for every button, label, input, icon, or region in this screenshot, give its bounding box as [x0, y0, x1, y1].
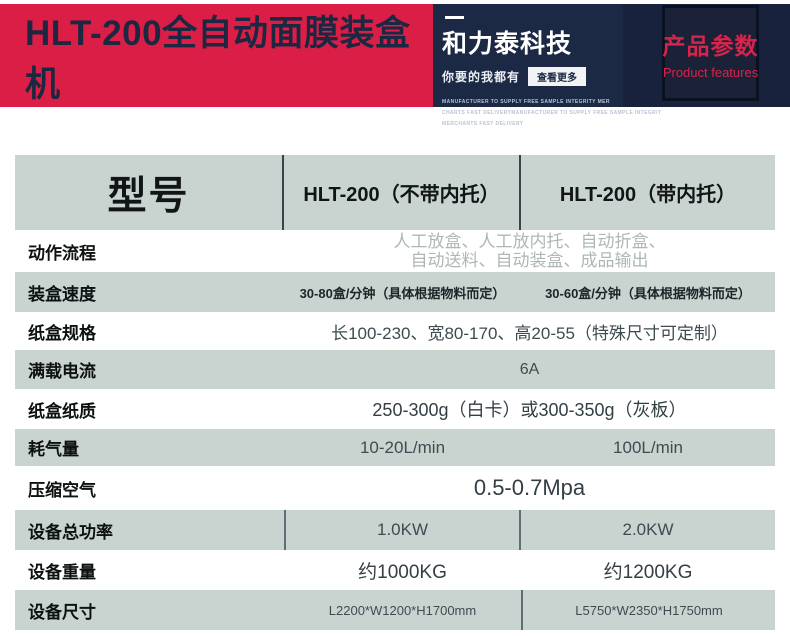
header-col-without-tray: HLT-200（不带内托） — [284, 155, 521, 230]
table-row: 纸盒规格 长100-230、宽80-170、高20-55（特殊尺寸可定制） — [15, 312, 775, 350]
row-value-span: 人工放盒、人工放内托、自动折盒、 自动送料、自动装盒、成品输出 — [284, 230, 775, 272]
row-label: 耗气量 — [28, 440, 79, 459]
row-value-line: 自动送料、自动装盒、成品输出 — [410, 251, 649, 270]
row-label: 压缩空气 — [28, 480, 96, 500]
brand-small-print: MANUFACTURER TO SUPPLY FREE SAMPLE INTEG… — [442, 97, 662, 130]
brand-tagline: 你要的我都有 — [442, 70, 521, 84]
row-value-span: 长100-230、宽80-170、高20-55（特殊尺寸可定制） — [331, 323, 728, 343]
view-more-button[interactable]: 查看更多 — [528, 67, 587, 86]
row-value-col2: 30-60盒/分钟（具体根据物料而定） — [545, 285, 751, 301]
product-features-badge: 产品参数 Product features — [662, 5, 759, 101]
row-value-span: 6A — [519, 360, 540, 378]
row-label: 纸盒规格 — [28, 323, 96, 343]
badge-subtitle: Product features — [662, 64, 759, 80]
banner-title-block: HLT-200全自动面膜装盒机 — [0, 4, 433, 107]
header-col-with-tray: HLT-200（带内托） — [559, 184, 737, 206]
row-value-span: 250-300g（白卡）或300-350g（灰板） — [372, 400, 687, 420]
row-value-col1: 1.0KW — [284, 510, 521, 550]
row-value-col1: 30-80盒/分钟（具体根据物料而定） — [299, 285, 506, 301]
table-row: 纸盒纸质 250-300g（白卡）或300-350g（灰板） — [15, 389, 775, 429]
brand-name: 和力泰科技 — [442, 30, 573, 58]
row-label: 纸盒纸质 — [28, 401, 96, 421]
table-header-row: 型号 HLT-200（不带内托） HLT-200（带内托） — [15, 155, 775, 230]
row-value-col1: 10-20L/min — [359, 437, 446, 457]
brand-small-line: MANUFACTURER TO SUPPLY FREE SAMPLE INTEG… — [442, 99, 610, 105]
row-value-span: 0.5-0.7Mpa — [473, 475, 586, 500]
row-value-col1: L2200*W1200*H1700mm — [328, 602, 477, 618]
row-label: 动作流程 — [28, 243, 96, 263]
row-value-col1: 约1000KG — [358, 561, 447, 583]
row-label: 设备重量 — [28, 562, 96, 582]
table-row: 设备尺寸 L2200*W1200*H1700mm L5750*W2350*H17… — [15, 590, 775, 630]
page-title: HLT-200全自动面膜装盒机 — [25, 13, 411, 104]
spec-table: 型号 HLT-200（不带内托） HLT-200（带内托） 动作流程 人工放盒、… — [15, 155, 775, 630]
brand-small-line: MERCHANTS FAST DELIVERY — [442, 121, 524, 127]
row-value-col2: L5750*W2350*H1750mm — [521, 590, 775, 630]
row-value-col2: 约1200KG — [603, 561, 693, 583]
row-value-line: 人工放盒、人工放内托、自动折盒、 — [393, 232, 666, 251]
brand-tagline-row: 你要的我都有 查看更多 — [442, 67, 632, 86]
table-row: 压缩空气 0.5-0.7Mpa — [15, 466, 775, 510]
table-row: 满载电流 6A — [15, 350, 775, 389]
badge-title: 产品参数 — [662, 32, 759, 59]
brand-panel: 和力泰科技 你要的我都有 查看更多 MANUFACTURER TO SUPPLY… — [433, 4, 790, 127]
row-label: 设备尺寸 — [28, 602, 96, 622]
table-row: 装盒速度 30-80盒/分钟（具体根据物料而定） 30-60盒/分钟（具体根据物… — [15, 272, 775, 312]
row-label: 设备总功率 — [28, 522, 113, 542]
brand-block: 和力泰科技 你要的我都有 查看更多 MANUFACTURER TO SUPPLY… — [442, 14, 662, 130]
header-model: 型号 — [15, 155, 284, 230]
table-row: 耗气量 10-20L/min 100L/min — [15, 429, 775, 466]
table-row: 动作流程 人工放盒、人工放内托、自动折盒、 自动送料、自动装盒、成品输出 — [15, 230, 775, 272]
row-value-col2: 2.0KW — [622, 520, 674, 539]
row-label: 满载电流 — [28, 362, 96, 381]
brand-small-line: CHARTS FAST DELIVERYMANUFACTURER TO SUPP… — [442, 110, 662, 116]
row-value-col2: 100L/min — [613, 437, 683, 457]
banner: HLT-200全自动面膜装盒机 和力泰科技 你要的我都有 查看更多 MANUFA… — [0, 0, 790, 127]
row-label: 装盒速度 — [28, 284, 96, 304]
table-row: 设备重量 约1000KG 约1200KG — [15, 550, 775, 590]
table-row: 设备总功率 1.0KW 2.0KW — [15, 510, 775, 550]
brand-dash-decoration — [445, 16, 464, 19]
